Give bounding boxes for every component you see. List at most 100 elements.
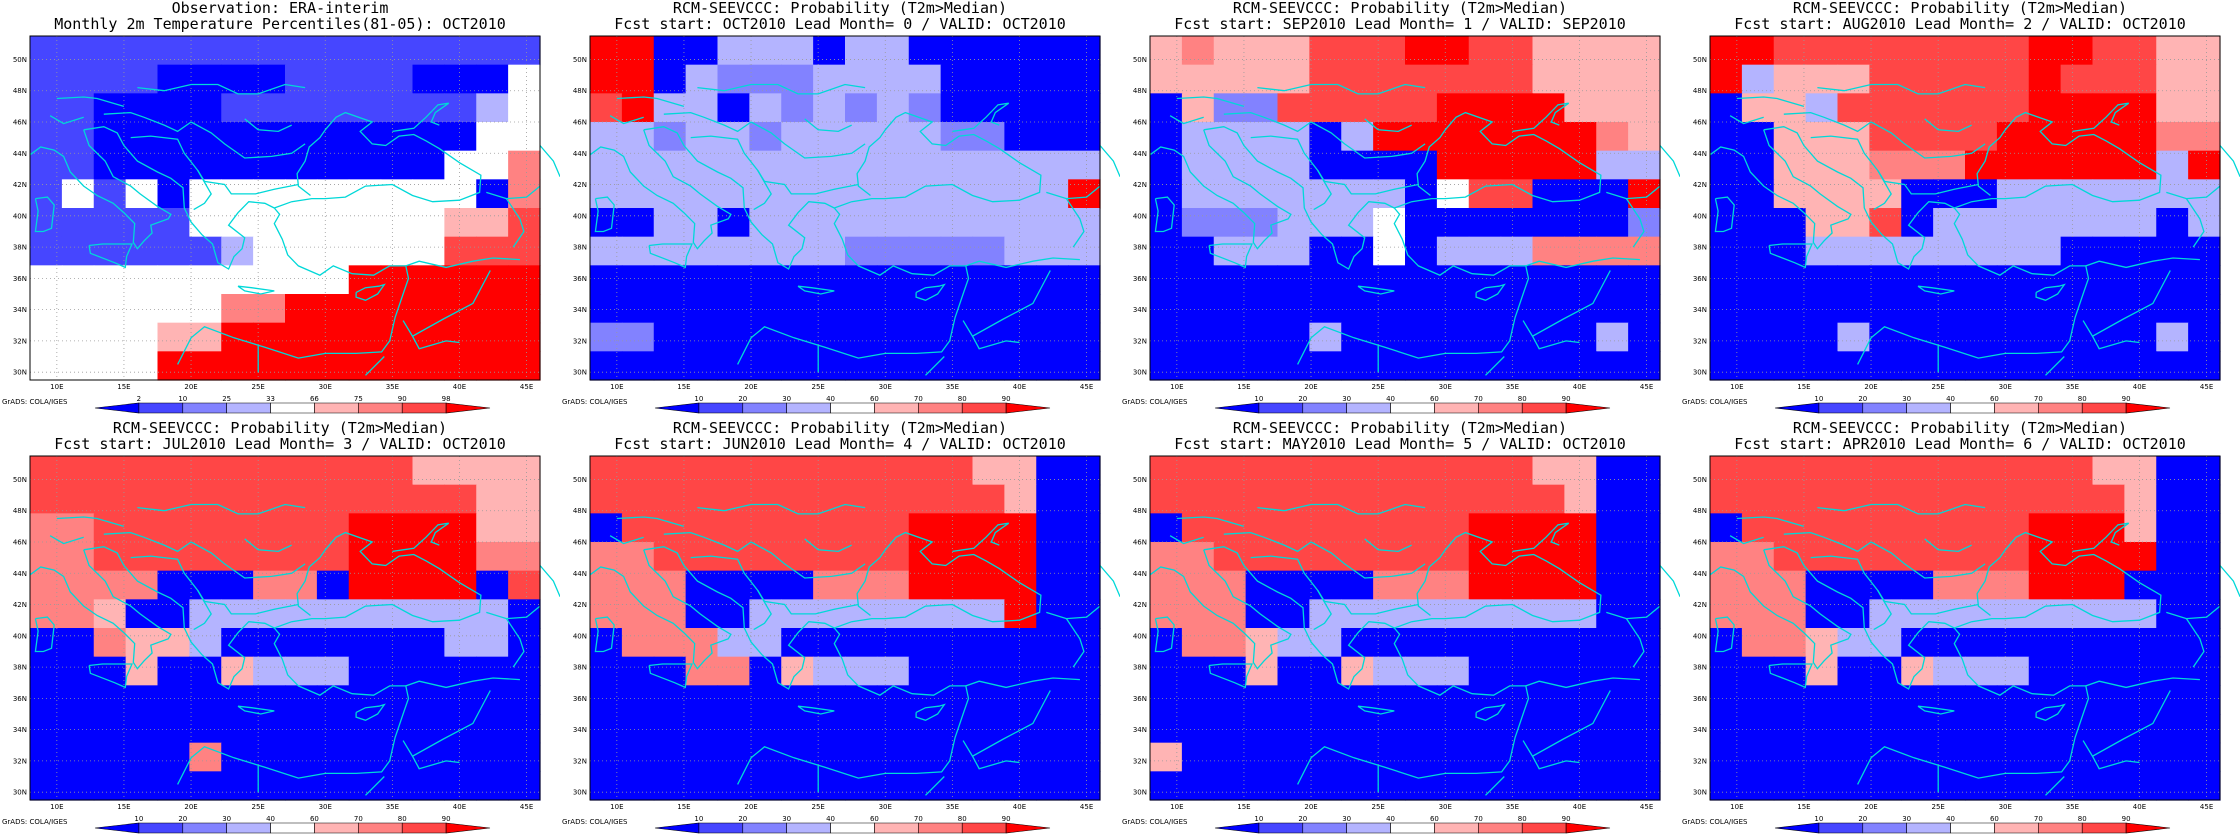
grid-cell	[1181, 236, 1215, 266]
grid-cell	[1837, 36, 1870, 66]
grid-cell	[1150, 122, 1183, 152]
grid-cell	[653, 599, 687, 629]
colorbar-segment	[1214, 822, 1260, 834]
grid-cell	[1901, 64, 1934, 94]
grid-cell	[1341, 714, 1374, 744]
grid-cell	[1805, 265, 1839, 295]
grid-cell	[1213, 322, 1247, 352]
grid-cell	[1564, 122, 1597, 152]
grid-cell	[444, 208, 477, 238]
grid-cell	[30, 542, 63, 572]
grid-cell	[61, 542, 95, 572]
grid-cell	[1996, 265, 2030, 295]
grid-cell	[2060, 179, 2094, 209]
colorbar-label: 10	[1254, 815, 1263, 823]
grid-cell	[93, 36, 127, 66]
grid-cell	[1869, 64, 1902, 94]
grid-cell	[845, 513, 878, 543]
grid-cell	[2060, 542, 2094, 572]
coastline	[49, 115, 84, 125]
map-frame	[1709, 35, 2221, 381]
grid-cell	[653, 179, 687, 209]
grid-cell	[1996, 628, 2030, 658]
lat-tick-label: 30N	[573, 369, 587, 377]
grid-cell	[2092, 771, 2125, 801]
grid-cell	[1564, 265, 1597, 295]
colorbar: 10 20 30 40 60 70 80 90	[1774, 395, 2171, 414]
grid-cell	[1213, 294, 1247, 324]
grid-cell	[253, 93, 286, 123]
coastline	[1606, 185, 1661, 200]
lon-tick-label: 10E	[1730, 803, 1743, 811]
grid-cell	[1901, 36, 1934, 66]
probability-cells	[1150, 456, 1661, 801]
grid-cell	[2156, 93, 2189, 123]
grid-cell	[1436, 771, 1470, 801]
coastline	[1729, 535, 1764, 545]
grid-cell	[1996, 179, 2030, 209]
grid-cell	[1036, 771, 1069, 801]
grid-cell	[653, 265, 687, 295]
coastline	[1709, 129, 1852, 250]
grid-cell	[749, 36, 782, 66]
grid-cell	[908, 351, 942, 381]
grid-cell	[30, 322, 63, 352]
grid-cell	[476, 456, 509, 486]
grid-cell	[348, 208, 382, 238]
grid-cell	[1341, 265, 1374, 295]
grid-cell	[621, 542, 655, 572]
grid-cell	[972, 484, 1005, 514]
lat-tick-label: 32N	[1693, 757, 1707, 765]
grid-cell	[876, 599, 910, 629]
grid-cell	[30, 122, 63, 152]
grid-cell	[621, 179, 655, 209]
grid-cell	[1036, 542, 1069, 572]
lat-tick-label: 40N	[1693, 212, 1707, 220]
grid-cell	[1405, 93, 1438, 123]
grid-cell	[940, 122, 974, 152]
lat-tick-label: 46N	[1693, 119, 1707, 127]
grid-cell	[1341, 685, 1374, 715]
colorbar-label: 20	[1858, 395, 1867, 403]
grid-cell	[1245, 628, 1279, 658]
grid-cell	[1596, 150, 1629, 180]
grid-cell	[972, 208, 1005, 238]
grid-cell	[1036, 322, 1069, 352]
coastline	[1357, 705, 1395, 715]
grid-cell	[590, 628, 623, 658]
grid-cell	[1309, 150, 1342, 180]
grid-cell	[1564, 742, 1597, 772]
coastline	[643, 126, 835, 270]
grid-cell	[1213, 122, 1247, 152]
grid-cell	[380, 93, 414, 123]
grid-cell	[1181, 628, 1215, 658]
grid-cell	[1596, 513, 1629, 543]
grid-cell	[2092, 513, 2125, 543]
coastline	[1512, 102, 1570, 133]
grid-cell	[749, 208, 782, 238]
grid-cell	[1869, 513, 1902, 543]
grid-cell	[1068, 570, 1101, 600]
coastline	[2219, 565, 2240, 597]
lon-tick-label: 35E	[2066, 383, 2079, 391]
grid-cell	[972, 265, 1005, 295]
grid-cell	[61, 265, 95, 295]
grid-cell	[1996, 771, 2030, 801]
lat-tick-label: 50N	[13, 476, 27, 484]
grid-cell	[1837, 64, 1870, 94]
coastline	[402, 690, 491, 758]
grid-cell	[2156, 484, 2189, 514]
colorbar-label: 70	[2034, 395, 2043, 403]
grid-cell	[653, 742, 687, 772]
colorbar-segment	[1994, 822, 2039, 834]
grid-cell	[380, 351, 414, 381]
grid-cell	[1628, 513, 1661, 543]
grid-cell	[189, 513, 222, 543]
grid-cell	[1036, 513, 1069, 543]
coastline	[2185, 618, 2205, 668]
grid-cell	[1468, 150, 1502, 180]
grid-cell	[2028, 36, 2062, 66]
grid-cell	[1181, 122, 1215, 152]
colorbar-label: 30	[782, 395, 791, 403]
grid-cell	[476, 771, 509, 801]
